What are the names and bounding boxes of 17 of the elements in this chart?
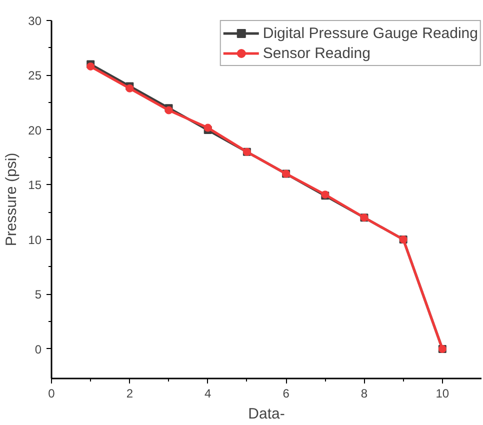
x-tick-label: 0 (48, 386, 56, 400)
x-axis-title: Data- (248, 406, 285, 422)
y-tick-label: 25 (28, 68, 42, 83)
legend-label: Digital Pressure Gauge Reading (262, 24, 478, 42)
y-tick-label: 5 (34, 288, 42, 302)
x-tick-label: 6 (282, 386, 290, 400)
x-tick-label: 8 (360, 386, 368, 400)
y-tick-label: 20 (28, 123, 42, 138)
y-tick-label: 0 (34, 342, 42, 356)
x-tick-label: 4 (204, 386, 212, 400)
y-tick-label: 15 (28, 178, 42, 192)
y-tick-label: 10 (28, 232, 42, 247)
legend-label: Sensor Reading (262, 44, 370, 62)
y-tick-label: 30 (28, 14, 42, 28)
x-tick-label: 2 (126, 386, 134, 400)
y-axis-title: Pressure (psi) (3, 152, 20, 246)
x-tick-label: 10 (436, 386, 450, 400)
